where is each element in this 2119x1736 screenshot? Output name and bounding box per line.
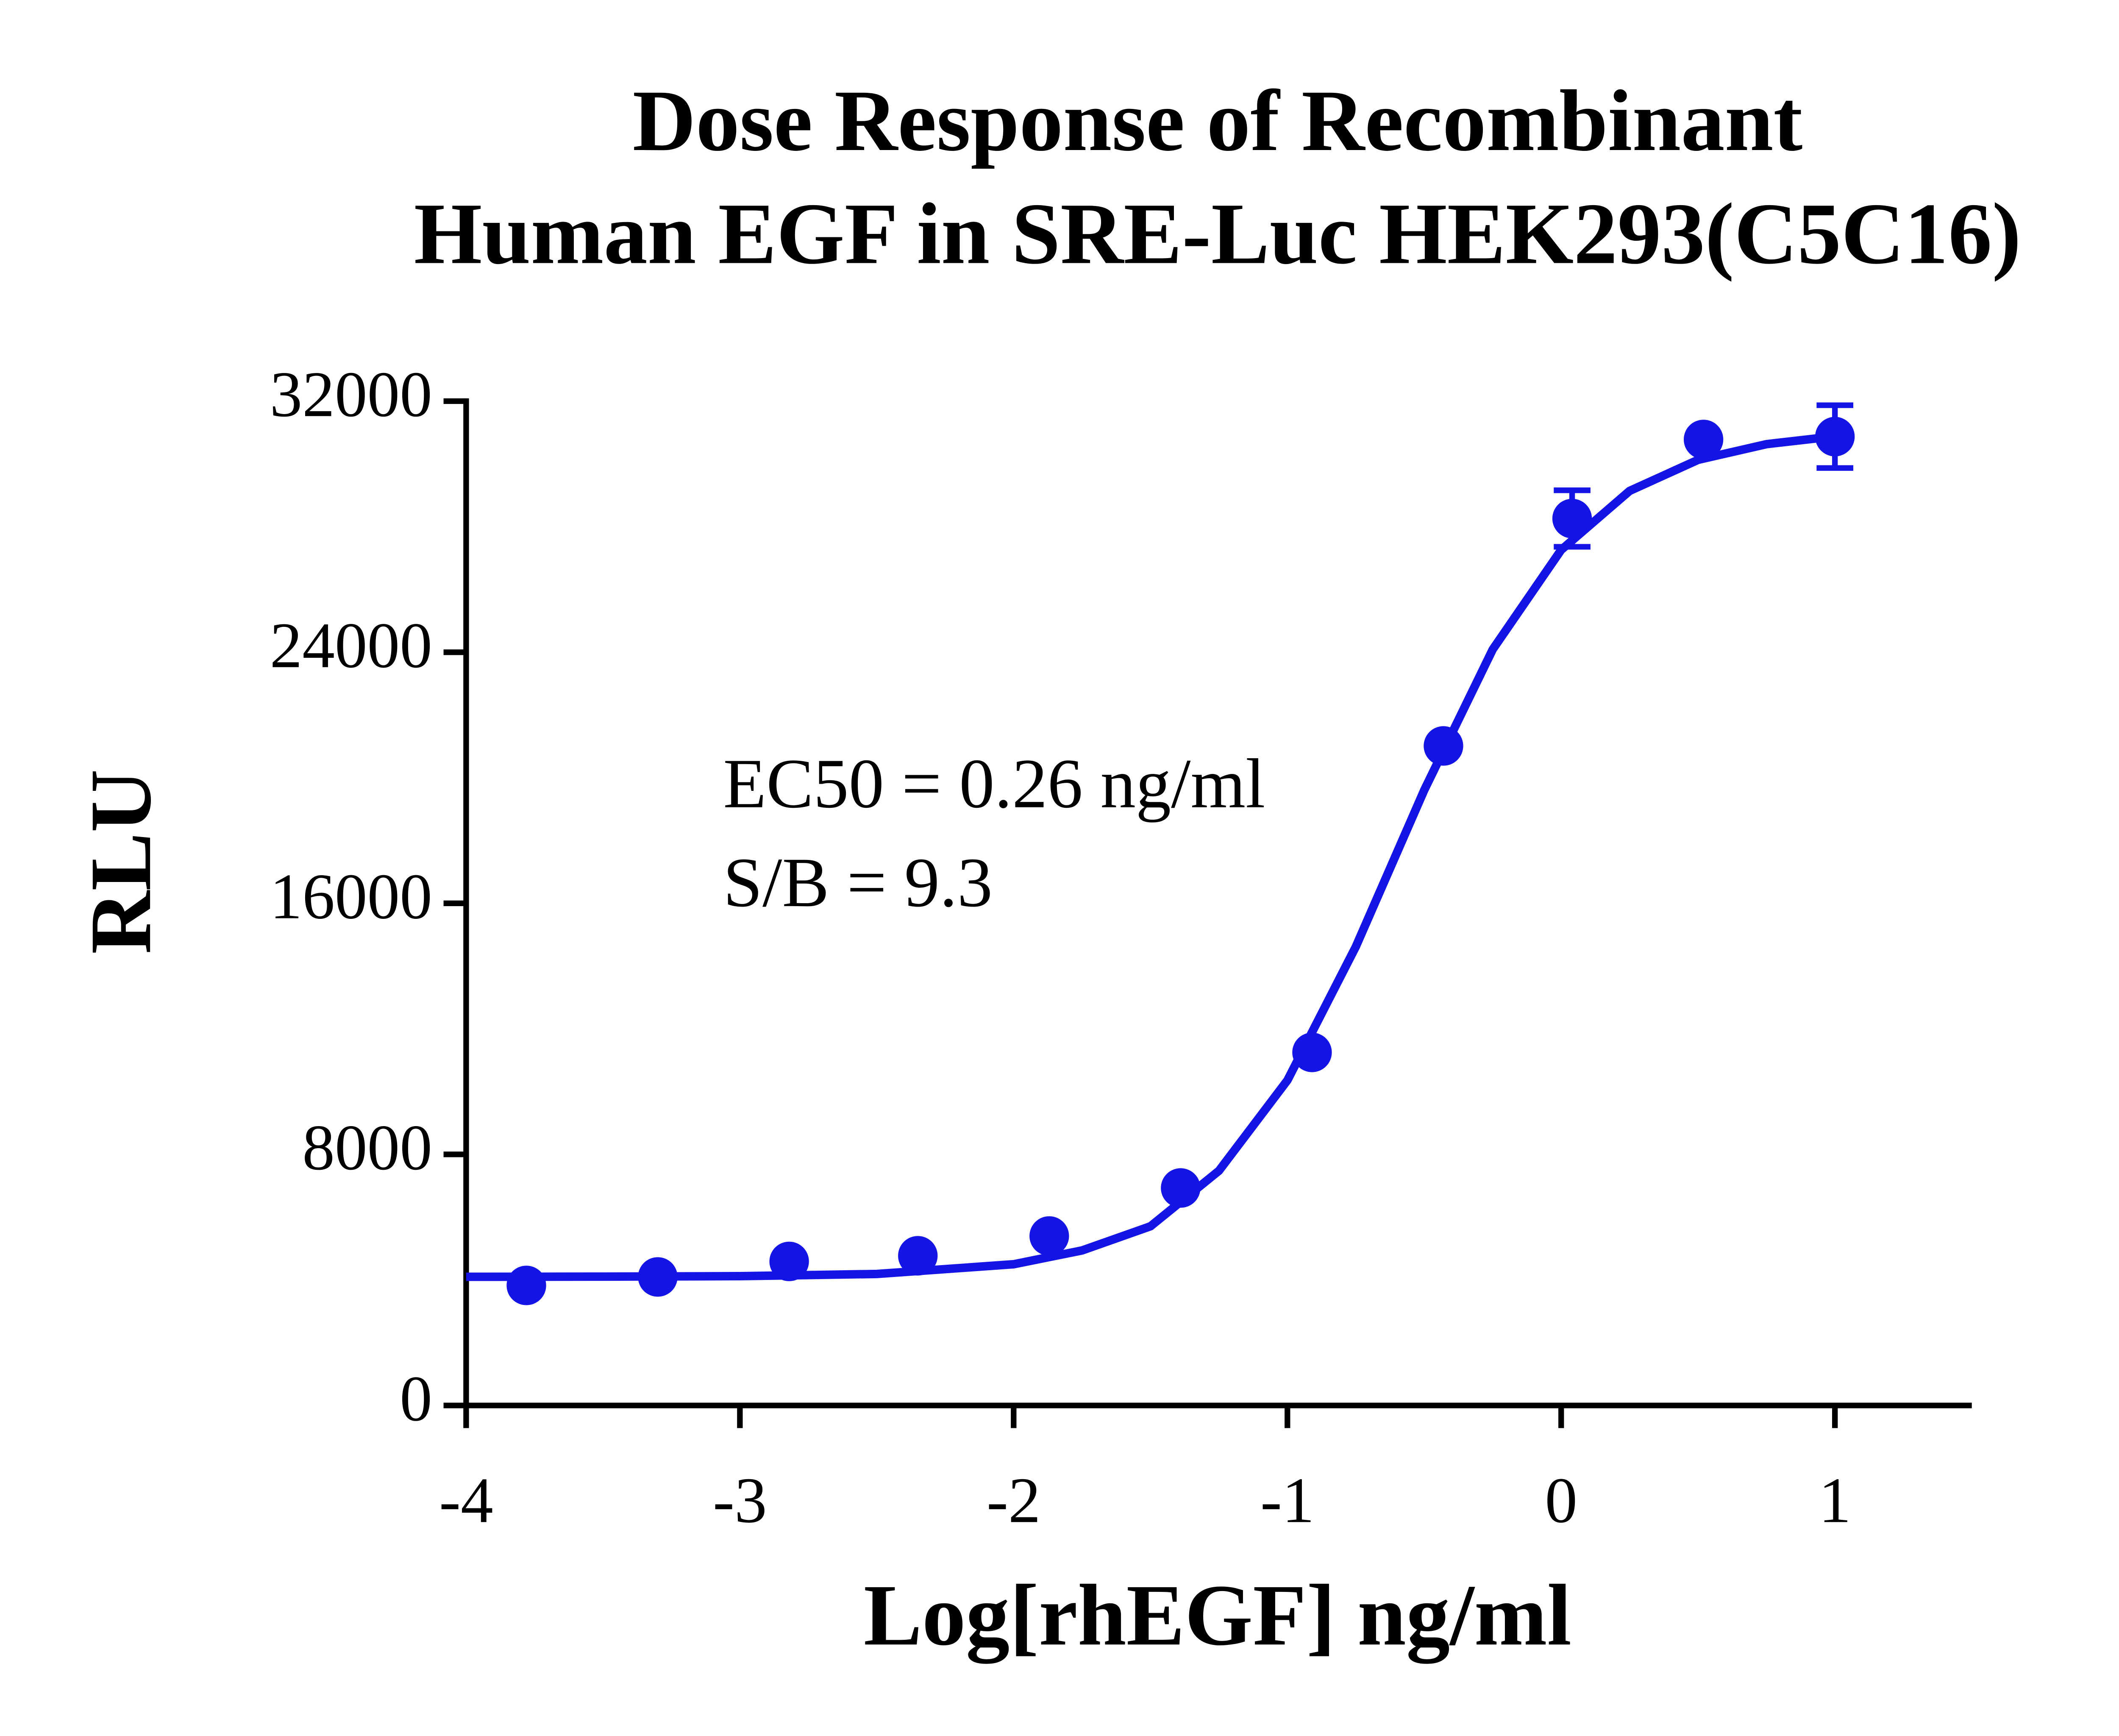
data-point: [638, 1257, 678, 1297]
y-tick-label: 16000: [270, 861, 432, 933]
data-point: [1029, 1216, 1069, 1256]
data-point: [1552, 498, 1592, 539]
data-point: [1161, 1168, 1201, 1208]
data-point: [1424, 726, 1463, 766]
data-point: [1292, 1032, 1332, 1072]
y-tick-label: 24000: [270, 609, 432, 682]
x-tick-label: -4: [439, 1464, 493, 1536]
x-axis-label: Log[rhEGF] ng/ml: [864, 1566, 1571, 1664]
y-tick-label: 32000: [270, 359, 432, 431]
chart-title: Human EGF in SRE-Luc HEK293(C5C16): [414, 185, 2021, 282]
annotation: EC50 = 0.26 ng/ml: [723, 745, 1265, 823]
data-point: [769, 1241, 809, 1281]
data-point: [898, 1236, 938, 1276]
x-tick-label: 0: [1545, 1464, 1577, 1536]
annotation: S/B = 9.3: [723, 844, 993, 922]
fit-curve: [466, 432, 1835, 1281]
x-tick-label: -1: [1260, 1464, 1315, 1536]
x-tick-label: -2: [987, 1464, 1041, 1536]
data-point: [1683, 420, 1724, 459]
y-axis-label: RLU: [72, 769, 169, 954]
x-tick-label: 1: [1819, 1464, 1851, 1536]
y-tick-label: 8000: [302, 1112, 432, 1184]
y-tick-label: 0: [400, 1363, 432, 1435]
chart-title: Dose Response of Recombinant: [633, 72, 1803, 169]
x-tick-label: -3: [713, 1464, 767, 1536]
data-point: [506, 1266, 546, 1305]
data-point: [1815, 417, 1855, 456]
